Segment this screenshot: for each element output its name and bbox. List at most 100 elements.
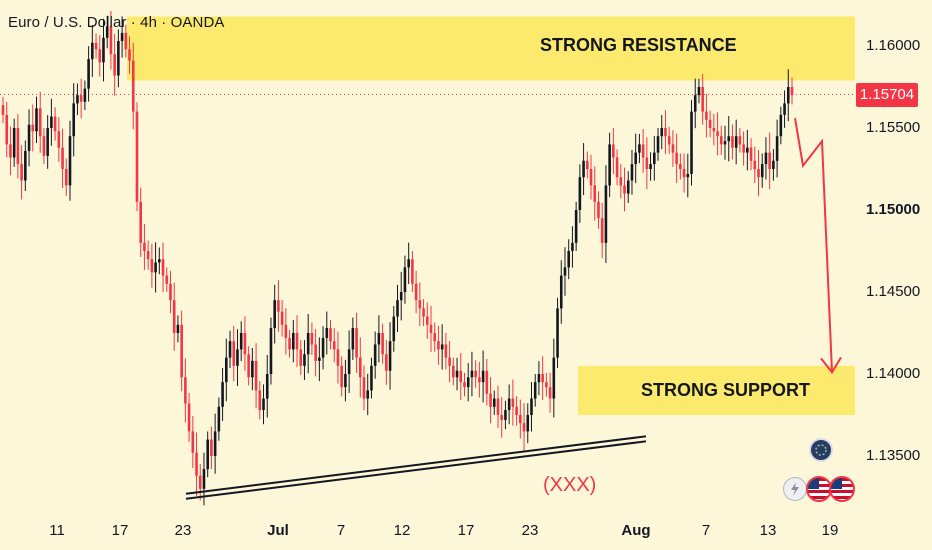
candle-up [87, 59, 90, 89]
candle-down [511, 398, 515, 407]
candle-down [358, 357, 362, 378]
candle-up [772, 160, 775, 169]
candle-down [385, 354, 388, 371]
candle-up [265, 374, 269, 399]
candle-up [656, 136, 660, 153]
candle-down [712, 128, 716, 132]
candle-down [433, 333, 437, 342]
candle-up [291, 333, 295, 350]
candle-up [370, 365, 373, 391]
candle-up [567, 251, 570, 268]
candle-down [277, 300, 280, 312]
candle-down [329, 328, 332, 342]
candle-up [251, 360, 254, 378]
price-axis-label: 1.16000 [866, 37, 921, 54]
candle-down [597, 201, 600, 219]
candle-down [198, 475, 202, 489]
candle-up [608, 144, 611, 186]
candle-down [667, 136, 671, 145]
support-label: STRONG SUPPORT [641, 380, 811, 400]
candle-down [258, 390, 262, 411]
flash-event-icon[interactable] [783, 477, 807, 501]
candle-down [586, 160, 589, 169]
candle-up [392, 316, 396, 342]
candle-down [57, 131, 61, 148]
candle-up [154, 262, 157, 273]
candle-down [708, 119, 712, 128]
candle-down [411, 259, 414, 284]
candle-down [671, 144, 675, 153]
candle-up [626, 180, 630, 194]
candle-down [195, 452, 198, 476]
candle-down [64, 169, 68, 186]
candle-down [463, 382, 466, 388]
time-axis-label: 23 [174, 522, 192, 539]
candle-down [295, 333, 299, 350]
candle-down [742, 144, 745, 153]
candle-down [768, 152, 771, 169]
candle-up [571, 242, 574, 251]
candle-up [634, 152, 637, 165]
candle-up [723, 141, 727, 145]
candle-up [407, 259, 410, 268]
candle-down [109, 26, 113, 55]
us-flag-event-icon[interactable] [829, 476, 855, 502]
candle-down [753, 160, 757, 169]
time-axis-label: 12 [393, 522, 411, 539]
time-axis-label: 7 [701, 522, 711, 539]
candle-down [679, 164, 682, 169]
candle-down [500, 415, 504, 420]
candle-down [731, 136, 734, 148]
resistance-label: STRONG RESISTANCE [540, 35, 737, 55]
price-axis-label: 1.13500 [866, 447, 921, 464]
candle-up [563, 267, 567, 276]
candle-down [719, 136, 723, 145]
candle-up [306, 333, 310, 355]
candle-up [455, 370, 459, 378]
candle-up [556, 308, 559, 358]
candle-up [344, 374, 347, 388]
candle-down [131, 60, 135, 112]
candle-down [437, 341, 440, 350]
time-axis-label: 17 [457, 522, 475, 539]
candle-up [652, 152, 656, 165]
candle-down [478, 377, 481, 383]
candle-down [336, 349, 340, 366]
candle-down [191, 431, 195, 453]
candle-down [9, 144, 12, 158]
candle-up [269, 328, 273, 374]
candle-up [660, 128, 664, 137]
candle-up [262, 398, 265, 411]
projection-arrow [794, 117, 833, 373]
candle-up [206, 439, 209, 470]
candle-up [158, 259, 161, 263]
candle-down [738, 136, 742, 145]
candle-up [347, 349, 351, 374]
candle-down [381, 333, 384, 355]
resistance-zone [127, 16, 855, 81]
candle-down [519, 415, 522, 424]
candle-down [94, 42, 98, 50]
candle-down [135, 111, 139, 202]
candle-up [504, 410, 507, 420]
candle-up [403, 267, 407, 292]
candle-down [180, 324, 183, 378]
candle-up [727, 136, 731, 142]
candle-up [783, 103, 786, 115]
candle-up [351, 328, 355, 350]
candle-up [526, 415, 530, 432]
candle-down [232, 341, 236, 366]
candle-down [20, 164, 23, 181]
candle-up [746, 147, 749, 153]
candle-down [541, 374, 544, 383]
candle-up [399, 292, 403, 301]
candle-down [645, 157, 649, 169]
candle-down [165, 275, 169, 284]
candle-up [105, 26, 109, 38]
candle-down [187, 403, 191, 432]
candle-up [373, 344, 377, 366]
economic-calendar-icon[interactable] [809, 438, 833, 462]
price-axis-label: 1.15000 [866, 201, 921, 218]
